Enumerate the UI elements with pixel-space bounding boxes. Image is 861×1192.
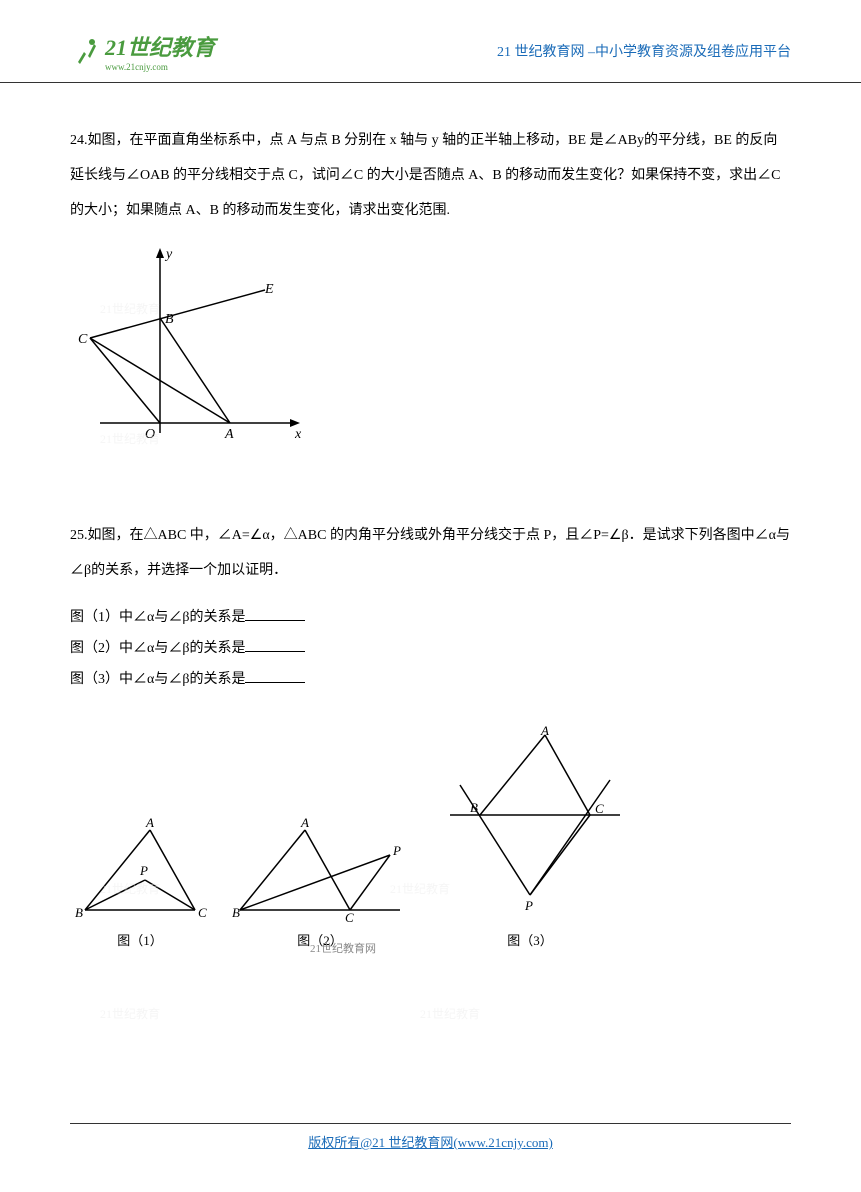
sub3-text: 图（3）中∠α与∠β的关系是 (70, 672, 245, 687)
figures-row: A B C P 图（1） A B C P (70, 725, 791, 949)
figure-2-svg: A B C P (230, 815, 410, 925)
label-B3: B (470, 800, 478, 815)
blank-3 (245, 669, 305, 683)
label-x: x (294, 427, 302, 442)
header-right-text: 21 世纪教育网 –中小学教育资源及组卷应用平台 (497, 41, 791, 61)
problem-25-text: 25.如图，在△ABC 中，∠A=∠α，△ABC 的内角平分线或外角平分线交于点… (70, 518, 791, 588)
label-C2: C (345, 910, 354, 925)
figure-24-container: y x O A B C E (70, 243, 791, 458)
label-C3: C (595, 801, 604, 816)
label-O: O (145, 427, 155, 442)
figure-2-item: A B C P 图（2） (230, 815, 410, 949)
runner-logo-icon (70, 34, 100, 69)
problem-number: 24. (70, 133, 88, 148)
logo-main-text: 21世纪教育 (105, 30, 215, 62)
figure-1-item: A B C P 图（1） (70, 815, 210, 949)
blank-1 (245, 607, 305, 621)
watermark-brand: 21世纪教育网 (310, 940, 376, 956)
figure-1-svg: A B C P (70, 815, 210, 925)
logo-text: 21世纪教育 www.21cnjy.com (105, 30, 215, 72)
label-E: E (264, 282, 274, 297)
figure-1-label: 图（1） (117, 930, 163, 949)
sub2-text: 图（2）中∠α与∠β的关系是 (70, 641, 245, 656)
problem-number: 25. (70, 528, 88, 543)
figure-q24: y x O A B C E (70, 243, 320, 453)
problem-body: 如图，在平面直角坐标系中，点 A 与点 B 分别在 x 轴与 y 轴的正半轴上移… (70, 133, 781, 218)
label-y: y (164, 247, 173, 262)
figure-3-item: A B C P 图（3） (430, 725, 630, 949)
blank-2 (245, 638, 305, 652)
sub1-text: 图（1）中∠α与∠β的关系是 (70, 610, 245, 625)
figure-3-svg: A B C P (430, 725, 630, 925)
watermark-6: 21世纪教育 (420, 1005, 480, 1022)
page-header: 21世纪教育 www.21cnjy.com 21 世纪教育网 –中小学教育资源及… (0, 0, 861, 83)
watermark-5: 21世纪教育 (100, 1005, 160, 1022)
label-C: C (78, 332, 88, 347)
label-A: A (224, 427, 234, 442)
label-B2: B (232, 905, 240, 920)
label-B1: B (75, 905, 83, 920)
footer-text: 版权所有@21 世纪教育网(www.21cnjy.com) (308, 1135, 553, 1150)
label-A3: A (540, 725, 549, 738)
label-B: B (165, 312, 174, 327)
problem-25-sub2: 图（2）中∠α与∠β的关系是 (70, 634, 791, 665)
problem-24-text: 24.如图，在平面直角坐标系中，点 A 与点 B 分别在 x 轴与 y 轴的正半… (70, 123, 791, 228)
problem-25-sub3: 图（3）中∠α与∠β的关系是 (70, 665, 791, 696)
content-area: 24.如图，在平面直角坐标系中，点 A 与点 B 分别在 x 轴与 y 轴的正半… (0, 123, 861, 949)
figure-3-label: 图（3） (507, 930, 553, 949)
label-P1: P (139, 863, 148, 878)
problem-24: 24.如图，在平面直角坐标系中，点 A 与点 B 分别在 x 轴与 y 轴的正半… (70, 123, 791, 458)
label-A2: A (300, 815, 309, 830)
page-footer: 版权所有@21 世纪教育网(www.21cnjy.com) (70, 1123, 791, 1152)
logo-sub-text: www.21cnjy.com (105, 62, 215, 72)
label-C1: C (198, 905, 207, 920)
problem-25: 25.如图，在△ABC 中，∠A=∠α，△ABC 的内角平分线或外角平分线交于点… (70, 518, 791, 949)
label-P2: P (392, 843, 401, 858)
problem-body: 如图，在△ABC 中，∠A=∠α，△ABC 的内角平分线或外角平分线交于点 P，… (70, 528, 790, 578)
logo-section: 21世纪教育 www.21cnjy.com (70, 30, 215, 72)
problem-25-sub1: 图（1）中∠α与∠β的关系是 (70, 603, 791, 634)
label-A1: A (145, 815, 154, 830)
label-P3: P (524, 898, 533, 913)
